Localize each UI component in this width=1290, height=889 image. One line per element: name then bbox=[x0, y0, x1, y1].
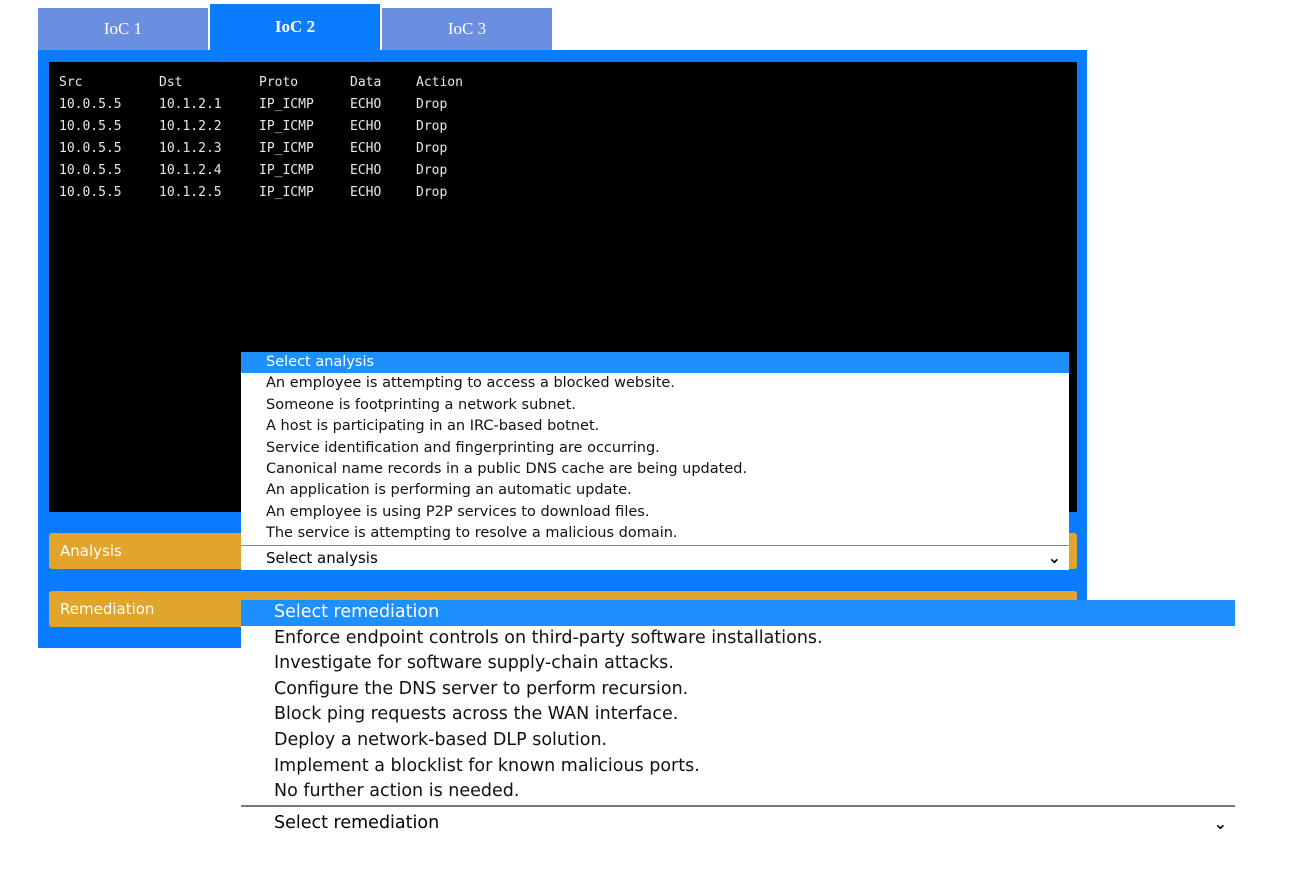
log-cell: 10.0.5.5 bbox=[59, 119, 122, 134]
log-cell: 10.1.2.4 bbox=[159, 163, 222, 178]
log-cell: IP_ICMP bbox=[259, 163, 314, 178]
log-cell: ECHO bbox=[350, 163, 382, 178]
log-cell: Dst bbox=[159, 75, 183, 90]
log-cell: Drop bbox=[416, 141, 448, 156]
log-cell: 10.0.5.5 bbox=[59, 97, 122, 112]
analysis-option[interactable]: Canonical name records in a public DNS c… bbox=[266, 460, 748, 477]
analysis-option[interactable]: An application is performing an automati… bbox=[266, 482, 632, 499]
analysis-option[interactable]: An employee is using P2P services to dow… bbox=[266, 503, 650, 520]
log-cell: 10.1.2.1 bbox=[159, 97, 222, 112]
log-cell: IP_ICMP bbox=[259, 119, 314, 134]
table-header-row: Src Dst Proto Data Action bbox=[59, 74, 476, 96]
tab-ioc-1[interactable]: IoC 1 bbox=[38, 8, 208, 50]
analysis-select-value: Select analysis bbox=[266, 549, 378, 567]
table-row: 10.0.5.5 10.1.2.1 IP_ICMP ECHO Drop bbox=[59, 96, 476, 118]
table-row: 10.0.5.5 10.1.2.4 IP_ICMP ECHO Drop bbox=[59, 162, 476, 184]
remediation-option[interactable]: Investigate for software supply-chain at… bbox=[274, 653, 674, 674]
table-row: 10.0.5.5 10.1.2.2 IP_ICMP ECHO Drop bbox=[59, 118, 476, 140]
log-cell: Drop bbox=[416, 185, 448, 200]
analysis-option[interactable]: Service identification and fingerprintin… bbox=[266, 439, 660, 456]
log-cell: ECHO bbox=[350, 97, 382, 112]
log-cell: Action bbox=[416, 75, 463, 90]
analysis-dropdown-list[interactable]: Select analysis An employee is attempting… bbox=[241, 352, 1069, 545]
remediation-select-value: Select remediation bbox=[274, 813, 440, 833]
remediation-option[interactable]: Select remediation bbox=[241, 600, 1235, 626]
log-cell: ECHO bbox=[350, 119, 382, 134]
remediation-select[interactable]: Select remediation ⌄ bbox=[241, 805, 1235, 840]
log-cell: 10.1.2.2 bbox=[159, 119, 222, 134]
log-cell: Proto bbox=[259, 75, 299, 90]
log-cell: ECHO bbox=[350, 141, 382, 156]
remediation-option[interactable]: No further action is needed. bbox=[274, 781, 520, 802]
remediation-dropdown-list[interactable]: Select remediation Enforce endpoint contr… bbox=[241, 600, 1235, 805]
log-cell: Drop bbox=[416, 119, 448, 134]
remediation-option[interactable]: Implement a blocklist for known maliciou… bbox=[274, 755, 700, 776]
analysis-option[interactable]: A host is participating in an IRC-based … bbox=[266, 418, 600, 435]
log-cell: Drop bbox=[416, 163, 448, 178]
log-cell: ECHO bbox=[350, 185, 382, 200]
remediation-label: Remediation bbox=[60, 600, 155, 618]
log-cell: Data bbox=[350, 75, 382, 90]
log-cell: Src bbox=[59, 75, 83, 90]
log-cell: 10.0.5.5 bbox=[59, 163, 122, 178]
remediation-option[interactable]: Block ping requests across the WAN inter… bbox=[274, 704, 679, 725]
chevron-down-icon: ⌄ bbox=[1047, 548, 1061, 567]
analysis-option[interactable]: Someone is footprinting a network subnet… bbox=[266, 396, 576, 413]
remediation-option[interactable]: Deploy a network-based DLP solution. bbox=[274, 729, 608, 750]
table-row: 10.0.5.5 10.1.2.3 IP_ICMP ECHO Drop bbox=[59, 140, 476, 162]
log-cell: 10.0.5.5 bbox=[59, 141, 122, 156]
ioc-panel: Src Dst Proto Data Action 10.0.5.5 10.1.2.1 IP_… bbox=[38, 50, 1087, 648]
log-cell: 10.1.2.5 bbox=[159, 185, 222, 200]
log-cell: 10.1.2.3 bbox=[159, 141, 222, 156]
analysis-option[interactable]: The service is attempting to resolve a m… bbox=[266, 525, 678, 542]
table-row: 10.0.5.5 10.1.2.5 IP_ICMP ECHO Drop bbox=[59, 184, 476, 206]
chevron-down-icon: ⌄ bbox=[1213, 814, 1227, 833]
log-cell: IP_ICMP bbox=[259, 97, 314, 112]
log-cell: Drop bbox=[416, 97, 448, 112]
analysis-select[interactable]: Select analysis ⌄ bbox=[241, 545, 1069, 570]
tab-ioc-3[interactable]: IoC 3 bbox=[382, 8, 552, 50]
log-cell: 10.0.5.5 bbox=[59, 185, 122, 200]
analysis-option[interactable]: Select analysis bbox=[241, 352, 1069, 374]
log-cell: IP_ICMP bbox=[259, 185, 314, 200]
analysis-label: Analysis bbox=[60, 542, 122, 560]
tab-ioc-2[interactable]: IoC 2 bbox=[210, 4, 380, 50]
remediation-option[interactable]: Enforce endpoint controls on third-party… bbox=[274, 627, 823, 648]
log-cell: IP_ICMP bbox=[259, 141, 314, 156]
analysis-option[interactable]: An employee is attempting to access a bl… bbox=[266, 375, 675, 392]
log-table: Src Dst Proto Data Action 10.0.5.5 10.1.2.1 IP_… bbox=[59, 74, 476, 206]
remediation-option[interactable]: Configure the DNS server to perform recu… bbox=[274, 678, 689, 699]
